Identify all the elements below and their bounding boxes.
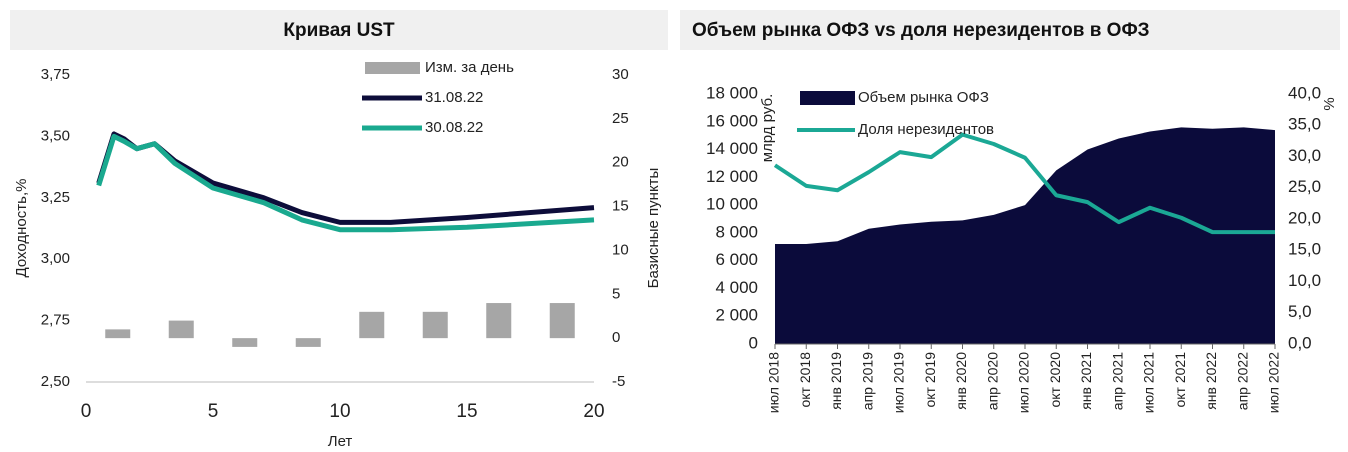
- legend-swatch: [800, 91, 855, 105]
- y2-tick-label: 40,0: [1288, 83, 1321, 102]
- x-tick-label: 5: [208, 401, 219, 422]
- x-tick-label: апр 2022: [1234, 352, 1250, 410]
- y-axis-title: Доходность,%: [13, 179, 30, 278]
- y-tick-label: 12 000: [706, 167, 758, 186]
- y-tick-label: 8 000: [715, 222, 758, 241]
- y2-tick-label: 25,0: [1288, 177, 1321, 196]
- y-tick-label: 2,50: [41, 373, 70, 390]
- x-tick-label: 0: [81, 401, 92, 422]
- bar: [232, 338, 258, 347]
- legend-swatch: [365, 62, 420, 74]
- y-axis-title: млрд руб.: [759, 94, 776, 163]
- y2-tick-label: 20,0: [1288, 208, 1321, 227]
- bar: [359, 311, 385, 339]
- bar: [486, 303, 512, 339]
- y-tick-label: 3,75: [41, 66, 70, 83]
- line: [96, 131, 595, 225]
- bar: [295, 338, 321, 347]
- x-tick-label: янв 2020: [953, 352, 969, 410]
- chart-title: Кривая UST: [283, 20, 395, 41]
- y-tick-label: 4 000: [715, 278, 758, 297]
- x-tick-label: июл 2021: [1141, 352, 1157, 413]
- y-tick-label: 6 000: [715, 250, 758, 269]
- x-tick-label: апр 2019: [859, 352, 875, 410]
- y2-tick-label: 0: [612, 329, 620, 346]
- x-tick-label: 20: [583, 401, 604, 422]
- y-tick-label: 16 000: [706, 111, 758, 130]
- y2-axis-title: %: [1321, 97, 1338, 110]
- y2-tick-label: 15: [612, 198, 629, 215]
- x-tick-label: окт 2021: [1172, 352, 1188, 408]
- x-tick-label: июл 2019: [891, 352, 907, 413]
- y2-tick-label: 10: [612, 241, 629, 258]
- legend-label: Объем рынка ОФЗ: [858, 89, 989, 106]
- y2-tick-label: -5: [612, 373, 625, 390]
- x-tick-label: 10: [329, 401, 350, 422]
- y2-tick-label: 0,0: [1288, 333, 1312, 352]
- legend-label: Изм. за день: [425, 59, 514, 76]
- title-bar: [10, 10, 668, 50]
- x-tick-label: апр 2021: [1109, 352, 1125, 410]
- y-tick-label: 3,50: [41, 127, 70, 144]
- line: [773, 132, 1275, 235]
- area: [775, 127, 1275, 344]
- x-tick-label: окт 2018: [797, 352, 813, 408]
- x-tick-label: окт 2019: [922, 352, 938, 408]
- y-tick-label: 18 000: [706, 83, 758, 102]
- y2-tick-label: 35,0: [1288, 115, 1321, 134]
- y-tick-label: 3,00: [41, 250, 70, 267]
- y2-tick-label: 5: [612, 285, 620, 302]
- legend-label: 30.08.22: [425, 119, 483, 136]
- line: [96, 133, 595, 233]
- x-tick-label: апр 2020: [984, 352, 1000, 410]
- y-tick-label: 10 000: [706, 195, 758, 214]
- x-tick-label: июл 2022: [1266, 352, 1282, 413]
- bar: [168, 320, 194, 339]
- y2-tick-label: 10,0: [1288, 271, 1321, 290]
- y-tick-label: 3,25: [41, 189, 70, 206]
- bar: [549, 303, 575, 339]
- bar: [105, 329, 131, 339]
- x-tick-label: 15: [456, 401, 477, 422]
- y-tick-label: 0: [749, 333, 758, 352]
- legend-label: Доля нерезидентов: [858, 121, 994, 138]
- y2-tick-label: 30: [612, 66, 629, 83]
- x-axis-title: Лет: [328, 433, 353, 450]
- x-tick-label: июл 2018: [766, 352, 782, 413]
- x-tick-label: янв 2022: [1203, 352, 1219, 410]
- y2-axis-title: Базисные пункты: [645, 168, 662, 289]
- y2-tick-label: 5,0: [1288, 302, 1312, 321]
- chart-title: Объем рынка ОФЗ vs доля нерезидентов в О…: [692, 20, 1150, 41]
- y2-tick-label: 30,0: [1288, 146, 1321, 165]
- y-tick-label: 14 000: [706, 139, 758, 158]
- legend-label: 31.08.22: [425, 89, 483, 106]
- title-bar: [680, 10, 1340, 50]
- bar: [422, 311, 448, 339]
- y2-tick-label: 25: [612, 110, 629, 127]
- y-tick-label: 2 000: [715, 306, 758, 325]
- y2-tick-label: 20: [612, 154, 629, 171]
- x-tick-label: окт 2020: [1047, 352, 1063, 408]
- y2-tick-label: 15,0: [1288, 240, 1321, 259]
- x-tick-label: июл 2020: [1016, 352, 1032, 413]
- x-tick-label: янв 2019: [828, 352, 844, 410]
- x-tick-label: янв 2021: [1078, 352, 1094, 410]
- y-tick-label: 2,75: [41, 312, 70, 329]
